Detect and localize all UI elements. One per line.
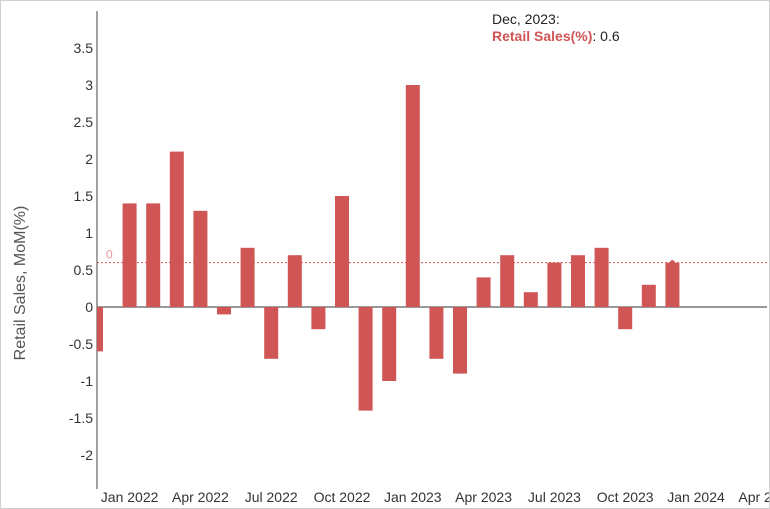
bar	[641, 284, 656, 307]
bar	[429, 307, 444, 359]
y-tick-label: -1	[81, 373, 94, 389]
bar	[594, 247, 609, 307]
y-tick-label: 3	[85, 77, 93, 93]
x-tick-label: Jan 2023	[384, 489, 442, 505]
bar	[358, 307, 373, 411]
y-tick-label: -0.5	[69, 336, 93, 352]
chart-tooltip: Dec, 2023: Retail Sales(%): 0.6	[492, 11, 620, 45]
y-tick-label: 1.5	[74, 188, 94, 204]
reference-line-label: 0	[106, 248, 113, 262]
y-tick-label: -1.5	[69, 410, 93, 426]
y-tick-label: 3.5	[74, 40, 94, 56]
bar	[618, 307, 633, 330]
y-axis-label: Retail Sales, MoM(%)	[12, 206, 29, 361]
y-tick-label: 0	[85, 299, 93, 315]
bar	[193, 210, 208, 307]
x-tick-label: Jul 2022	[245, 489, 298, 505]
tooltip-series-label: Retail Sales(%)	[492, 28, 593, 44]
x-tick-label: Jan 2022	[101, 489, 159, 505]
bar	[217, 307, 231, 315]
bar	[571, 255, 585, 307]
x-tick-label: Oct 2022	[314, 489, 371, 505]
bar	[335, 196, 349, 307]
bar	[500, 255, 515, 307]
y-tick-label: 2.5	[74, 114, 94, 130]
bar	[547, 262, 562, 307]
bar	[264, 307, 279, 359]
bar	[476, 277, 491, 307]
x-tick-label: Apr 2024	[738, 489, 769, 505]
tooltip-series-row: Retail Sales(%): 0.6	[492, 28, 620, 45]
y-tick-label: 1	[85, 225, 93, 241]
x-tick-label: Jan 2024	[667, 489, 725, 505]
tooltip-date: Dec, 2023:	[492, 11, 560, 27]
x-tick-label: Apr 2023	[455, 489, 512, 505]
hover-point-marker	[669, 260, 675, 266]
x-tick-label: Apr 2022	[172, 489, 229, 505]
x-tick-label: Jul 2023	[528, 489, 581, 505]
tooltip-separator: :	[592, 28, 597, 44]
bar	[405, 85, 420, 307]
bar	[453, 307, 467, 374]
bar	[169, 151, 184, 307]
tooltip-value: 0.6	[600, 28, 620, 44]
y-tick-label: 2	[85, 151, 93, 167]
bar	[665, 262, 680, 307]
bar	[311, 307, 326, 330]
x-tick-label: Oct 2023	[597, 489, 654, 505]
y-tick-label: 0.5	[74, 262, 94, 278]
bar	[240, 247, 255, 307]
bar	[97, 307, 103, 352]
bar	[382, 307, 397, 381]
bar	[146, 203, 161, 307]
bar	[523, 292, 538, 307]
y-tick-label: -2	[81, 447, 94, 463]
bar	[122, 203, 137, 307]
bar	[287, 255, 302, 307]
